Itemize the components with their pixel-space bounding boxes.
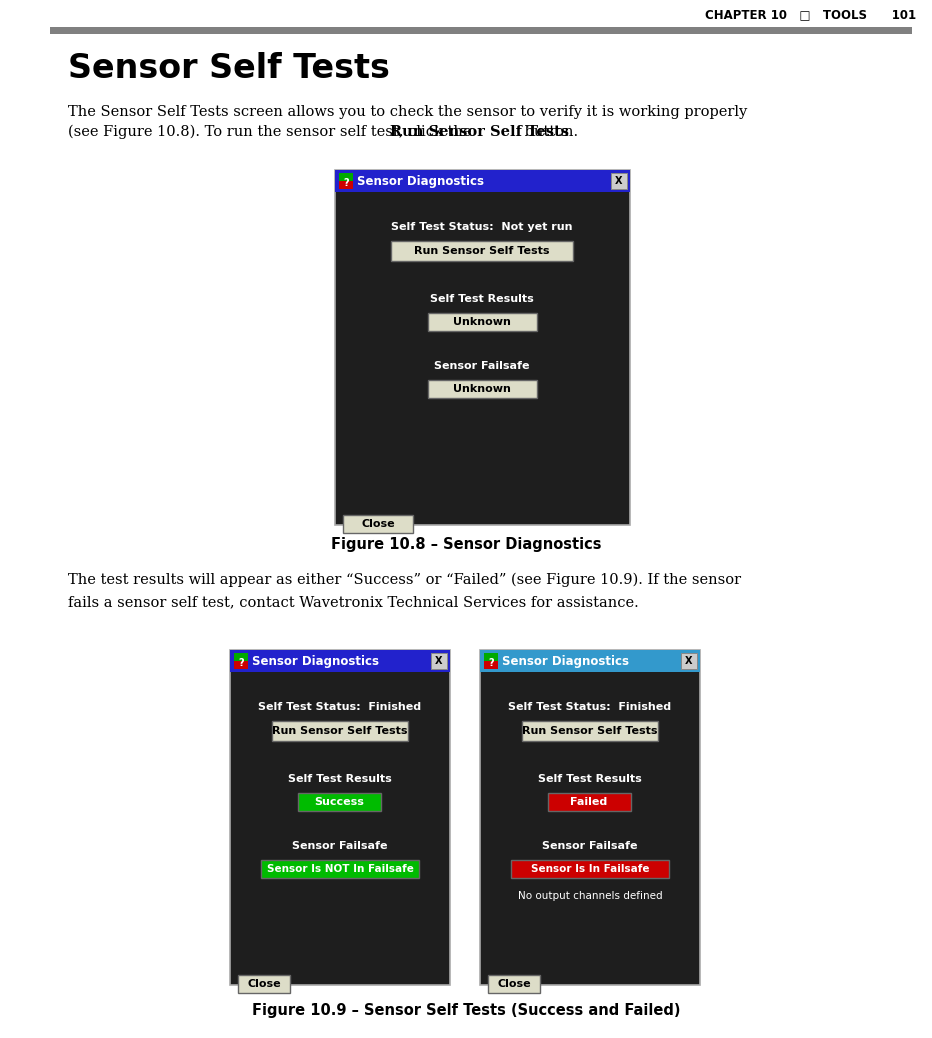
Bar — [298, 793, 381, 811]
Bar — [261, 861, 419, 878]
Bar — [230, 650, 450, 985]
Text: Close: Close — [247, 979, 281, 989]
Text: ?: ? — [239, 658, 244, 668]
Text: Sensor Self Tests: Sensor Self Tests — [68, 52, 390, 84]
Text: ?: ? — [488, 658, 494, 668]
Text: Self Test Results: Self Test Results — [288, 774, 391, 784]
Bar — [484, 653, 498, 670]
Text: Run Sensor Self Tests: Run Sensor Self Tests — [272, 726, 408, 736]
Text: Failed: Failed — [570, 797, 608, 807]
Text: Run Sensor Self Tests: Run Sensor Self Tests — [414, 246, 550, 256]
Bar — [238, 975, 290, 993]
Text: Sensor Failsafe: Sensor Failsafe — [542, 841, 637, 851]
Text: ?: ? — [343, 177, 349, 188]
Bar — [335, 170, 630, 192]
Bar — [230, 650, 450, 672]
Text: X: X — [615, 176, 623, 186]
Text: Unknown: Unknown — [453, 384, 511, 394]
Text: Figure 10.9 – Sensor Self Tests (Success and Failed): Figure 10.9 – Sensor Self Tests (Success… — [252, 1003, 680, 1017]
Bar — [343, 515, 413, 532]
Text: No output channels defined: No output channels defined — [517, 891, 663, 901]
Text: Sensor Failsafe: Sensor Failsafe — [293, 841, 388, 851]
Text: Figure 10.8 – Sensor Diagnostics: Figure 10.8 – Sensor Diagnostics — [331, 538, 601, 552]
Bar — [428, 380, 537, 398]
Text: The test results will appear as either “Success” or “Failed” (see Figure 10.9). : The test results will appear as either “… — [68, 573, 741, 588]
Text: Run Sensor Self Tests: Run Sensor Self Tests — [522, 726, 658, 736]
Text: Self Test Results: Self Test Results — [538, 774, 642, 784]
Text: Self Test Results: Self Test Results — [431, 294, 534, 304]
Bar — [339, 173, 353, 181]
Text: (see Figure 10.8). To run the sensor self test, click the: (see Figure 10.8). To run the sensor sel… — [68, 125, 476, 139]
Text: Sensor Diagnostics: Sensor Diagnostics — [502, 656, 629, 668]
Text: Unknown: Unknown — [453, 317, 511, 327]
Text: Sensor Is In Failsafe: Sensor Is In Failsafe — [530, 864, 650, 874]
Bar — [234, 653, 248, 670]
Text: Sensor Is NOT In Failsafe: Sensor Is NOT In Failsafe — [267, 864, 414, 874]
Bar — [339, 173, 353, 189]
Text: Self Test Status:  Not yet run: Self Test Status: Not yet run — [391, 222, 573, 233]
Text: fails a sensor self test, contact Wavetronix Technical Services for assistance.: fails a sensor self test, contact Wavetr… — [68, 595, 638, 609]
Bar — [431, 653, 447, 670]
Text: Sensor Diagnostics: Sensor Diagnostics — [357, 175, 484, 189]
Bar — [548, 793, 631, 811]
Bar — [611, 173, 627, 189]
Bar — [335, 170, 630, 525]
Text: Close: Close — [497, 979, 531, 989]
Bar — [484, 653, 498, 661]
Text: Sensor Diagnostics: Sensor Diagnostics — [252, 656, 379, 668]
Bar — [428, 313, 537, 331]
Bar — [50, 27, 912, 34]
Text: X: X — [685, 656, 692, 666]
Text: button.: button. — [520, 125, 578, 139]
Bar — [234, 653, 248, 661]
Text: Close: Close — [362, 519, 395, 529]
Bar — [480, 650, 700, 985]
Text: Self Test Status:  Finished: Self Test Status: Finished — [509, 702, 672, 712]
Bar — [681, 653, 697, 670]
Text: X: X — [435, 656, 443, 666]
Bar — [522, 721, 658, 741]
Text: Run Sensor Self Tests: Run Sensor Self Tests — [390, 125, 569, 139]
Bar — [272, 721, 408, 741]
Bar — [391, 241, 573, 261]
Bar — [488, 975, 540, 993]
Text: The Sensor Self Tests screen allows you to check the sensor to verify it is work: The Sensor Self Tests screen allows you … — [68, 105, 747, 119]
Text: Self Test Status:  Finished: Self Test Status: Finished — [258, 702, 421, 712]
Text: CHAPTER 10   □   TOOLS      101: CHAPTER 10 □ TOOLS 101 — [705, 8, 916, 22]
Bar — [480, 650, 700, 672]
Text: Sensor Failsafe: Sensor Failsafe — [434, 361, 529, 371]
Bar — [511, 861, 669, 878]
Text: Success: Success — [314, 797, 363, 807]
